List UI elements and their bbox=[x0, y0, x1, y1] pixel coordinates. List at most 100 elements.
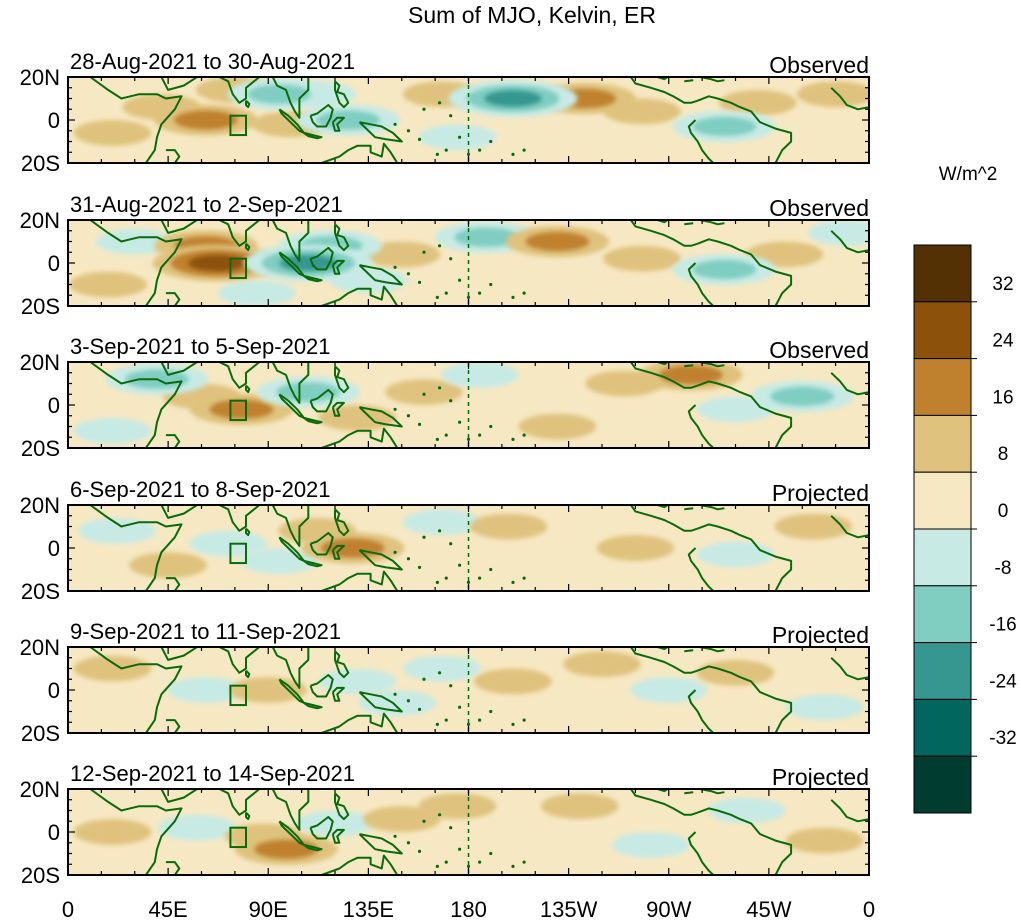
y-tick-label: 20N bbox=[20, 350, 60, 375]
coastline bbox=[697, 807, 793, 875]
island-dot bbox=[422, 250, 426, 254]
colorbar-label: -24 bbox=[989, 671, 1017, 692]
island-dot bbox=[417, 280, 422, 284]
island-dot bbox=[522, 433, 526, 437]
coastline bbox=[331, 544, 345, 560]
anomaly-cell bbox=[73, 418, 152, 444]
colorbar-swatch bbox=[913, 698, 972, 757]
reference-box bbox=[229, 399, 248, 422]
panel-status: Projected bbox=[772, 480, 869, 506]
anomaly-cell bbox=[247, 84, 312, 104]
island-dot bbox=[489, 282, 493, 287]
island-dot bbox=[417, 707, 422, 711]
island-dot bbox=[406, 272, 411, 276]
anomaly-cell bbox=[474, 668, 552, 695]
island-dot bbox=[417, 137, 422, 141]
anomaly-cell bbox=[540, 793, 619, 819]
coastline bbox=[687, 547, 714, 591]
anomaly-cell bbox=[69, 271, 147, 298]
anomaly-cell bbox=[484, 90, 542, 107]
anomaly-field bbox=[73, 77, 869, 150]
coastline bbox=[160, 647, 198, 661]
island-dot bbox=[466, 295, 471, 299]
coastline bbox=[278, 536, 305, 562]
island-dot bbox=[435, 295, 439, 299]
anomaly-field bbox=[73, 793, 864, 865]
colorbar-label: 0 bbox=[998, 501, 1009, 522]
x-tick-label: 135E bbox=[343, 897, 394, 922]
island-dot bbox=[449, 399, 453, 403]
anomaly-cell bbox=[254, 839, 318, 859]
panel-2: 20N 0 20S 31-Aug-2021 to 2-Sep-2021 Observed bbox=[20, 192, 870, 319]
island-dot bbox=[511, 295, 515, 299]
island-dot bbox=[444, 291, 448, 295]
coastline bbox=[89, 220, 183, 306]
island-dot bbox=[522, 718, 526, 722]
island-dot bbox=[406, 699, 411, 703]
coastline bbox=[358, 691, 403, 713]
coastline bbox=[697, 95, 793, 163]
island-dot bbox=[511, 437, 515, 441]
coastline bbox=[89, 362, 183, 448]
island-dot bbox=[489, 851, 493, 856]
y-tick-label: 0 bbox=[48, 251, 60, 276]
coastline bbox=[303, 131, 323, 140]
panel-5: 20N 0 20S 9-Sep-2021 to 11-Sep-2021 Projecte… bbox=[20, 619, 870, 746]
island-dot bbox=[444, 860, 448, 864]
coastline bbox=[271, 789, 310, 831]
anomaly-cell bbox=[418, 124, 497, 150]
anomaly-cell bbox=[403, 655, 481, 682]
panel-date-range: 9-Sep-2021 to 11-Sep-2021 bbox=[70, 619, 341, 644]
coastline bbox=[699, 77, 725, 83]
anomaly-cell bbox=[770, 386, 835, 406]
coastline bbox=[331, 259, 345, 275]
anomaly-cell bbox=[296, 810, 374, 837]
anomaly-cell bbox=[603, 245, 681, 272]
coastline bbox=[699, 647, 725, 653]
panel-date-range: 12-Sep-2021 to 14-Sep-2021 bbox=[70, 761, 355, 786]
coastline bbox=[245, 669, 251, 679]
colorbar-swatch bbox=[913, 244, 972, 303]
island-dot bbox=[437, 671, 442, 675]
y-tick-label: 20S bbox=[21, 721, 60, 746]
coastline bbox=[830, 87, 869, 111]
panel-date-range: 31-Aug-2021 to 2-Sep-2021 bbox=[70, 192, 343, 217]
island-dot bbox=[511, 580, 515, 585]
x-tick-label: 45E bbox=[149, 897, 188, 922]
anomaly-cell bbox=[362, 806, 441, 832]
units-label: W/m^2 bbox=[939, 164, 998, 185]
island-dot bbox=[435, 864, 439, 869]
coastlines bbox=[89, 647, 869, 733]
anomaly-cell bbox=[189, 530, 267, 557]
island-dot bbox=[417, 849, 422, 853]
coastline bbox=[697, 665, 793, 733]
y-tick-label: 20S bbox=[21, 579, 60, 604]
coastline bbox=[303, 843, 323, 852]
anomaly-cell bbox=[718, 90, 797, 116]
island-dot bbox=[444, 433, 448, 437]
coastline bbox=[684, 507, 694, 511]
coastline bbox=[334, 508, 350, 537]
reference-box bbox=[229, 542, 248, 565]
anomaly-cell bbox=[73, 120, 152, 146]
coastline bbox=[630, 77, 698, 104]
coastline bbox=[245, 527, 251, 537]
island-dot bbox=[393, 692, 397, 696]
coastline bbox=[331, 686, 345, 702]
coastline bbox=[684, 79, 694, 83]
coastline bbox=[218, 220, 261, 247]
island-dot bbox=[437, 529, 442, 533]
y-tick-label: 20N bbox=[20, 635, 60, 660]
y-tick-label: 0 bbox=[48, 393, 60, 418]
island-dot bbox=[466, 152, 471, 156]
anomaly-cell bbox=[78, 518, 156, 544]
island-dot bbox=[522, 576, 526, 580]
coastline bbox=[271, 220, 310, 262]
anomaly-cell bbox=[596, 535, 675, 561]
island-dot bbox=[466, 437, 471, 441]
coastline bbox=[160, 77, 198, 91]
coastline bbox=[331, 828, 345, 844]
island-dot bbox=[444, 576, 448, 580]
colorbar-label: -16 bbox=[989, 615, 1016, 636]
anomaly-cell bbox=[188, 254, 246, 272]
